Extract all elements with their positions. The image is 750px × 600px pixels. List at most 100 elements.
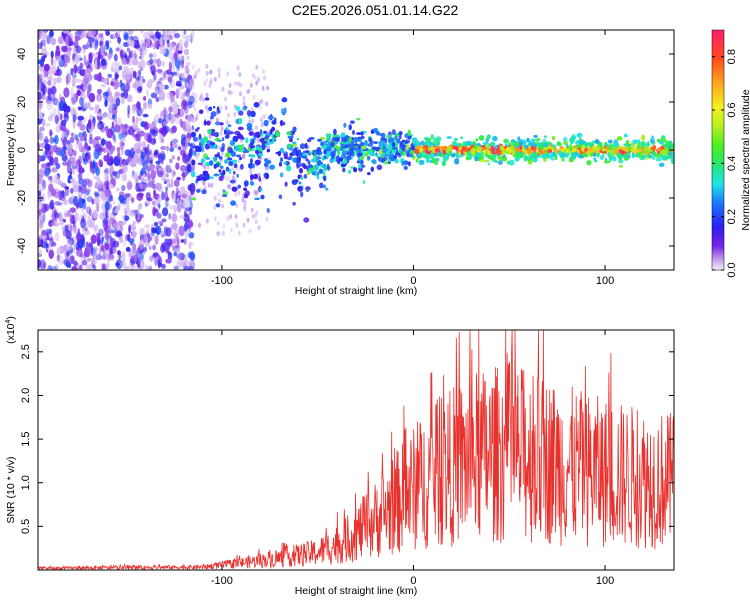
spectrogram-cell [172,170,176,176]
spectrogram-cell [125,246,131,252]
spectrogram-cell [81,30,88,38]
spectrogram-cell [661,137,666,143]
spectrogram-cell [47,192,51,200]
spectrogram-cell [165,258,172,264]
spectrogram-cell [157,170,164,178]
spectrogram-cell [651,151,657,156]
spectrogram-cell [301,155,307,159]
spectrogram-cell [119,30,126,33]
spectrogram-cell [203,164,207,170]
spectrogram-cell [399,141,404,148]
spectrogram-cell [656,138,661,143]
spectrogram-cell [238,110,244,116]
spectrogram-cell [184,34,191,42]
spectrogram-cell [80,234,85,244]
spectrogram-cell [188,147,193,158]
spectrogram-cell [67,151,73,156]
spectrogram-cell [130,158,136,168]
spectrogram-cell [161,76,166,81]
spectrogram-cell [178,252,185,261]
spectrogram-cell [164,30,172,38]
spectrogram-cell [203,81,207,87]
spectrogram-cell [101,263,106,270]
spectrogram-cell [216,109,221,114]
spectrogram-cell [100,83,107,88]
spectrogram-cell [239,82,243,88]
spectrogram-cell [123,215,130,222]
spectrogram-cell [216,231,220,237]
spectrogram-cell [253,189,257,195]
spectrogram-cell [487,154,491,159]
spectrogram-cell [188,260,196,270]
spectrogram-cell [292,126,297,133]
spectrogram-cell [97,54,104,59]
spectrogram-cell [189,80,192,87]
spectrogram-cell [167,76,173,83]
spectrogram-cell [87,119,92,130]
spectrogram-cell [286,143,293,149]
spectrogram-cell [205,157,211,160]
spectrogram-cell [147,103,153,110]
spectrogram-cell [175,162,180,170]
spectrogram-cell [251,118,255,124]
spectrogram-cell [246,89,250,95]
spectrogram-cell [146,172,151,180]
spectrogram-cell [388,158,391,163]
spectrogram-cell [327,141,331,147]
spectrogram-cell [150,92,158,99]
spectrogram-cell [624,133,628,138]
spectrogram-cell [118,132,124,140]
spectrogram-cell [292,141,297,145]
spectrogram-cell [360,131,364,136]
spectrogram-cell [111,107,118,116]
spectrogram-cell [110,61,118,72]
spectrogram-cell [181,193,187,199]
spectrogram-cell [38,59,43,65]
spectrogram-cell [260,122,264,128]
spectrogram-cell [303,174,308,179]
spectrogram-cell [73,223,77,234]
spectrogram-cell [295,179,299,183]
spectrogram-cell [558,150,562,156]
spectrogram-cell [247,126,252,131]
spectrogram-cell [125,74,131,78]
spectrogram-cell [575,140,581,145]
spectrogram-cell [385,150,391,155]
spectrogram-cell [316,150,322,154]
spectrogram-cell [300,176,304,180]
spectrogram-cell [148,265,153,270]
spectrogram-cell [145,264,149,270]
spectrogram-cell [465,156,471,161]
spectrogram-cell [364,140,368,146]
spectrogram-cell [217,145,221,151]
spectrogram-cell [236,81,240,87]
spectrogram-cell [660,145,665,150]
spectrogram-cell [88,137,93,145]
spectrogram-cell [218,169,222,173]
colorbar-tick-label: 0.6 [726,102,738,117]
spectrogram-cell [409,150,415,155]
spectrogram-cell [286,131,293,136]
spectrogram-cell [152,244,157,251]
spectrogram-cell [350,120,355,124]
spectrogram-cell [570,140,574,145]
spectrogram-cell [75,79,82,83]
spectrogram-cell [140,259,145,270]
spectrogram-cell [592,152,597,157]
spectrogram-cell [128,238,135,244]
spectrogram-cell [492,154,497,158]
spectrogram-cell [326,135,331,142]
snr-x-ticks: -100 0 100 [211,330,614,587]
spectrogram-cell [147,182,154,188]
spectrogram-cell [60,45,68,52]
spectrogram-cell [594,139,600,144]
spectrogram-cell [510,139,516,143]
spectrogram-cell [222,224,226,230]
spectrogram-cell [165,186,169,192]
snr-y-ticks: 0.5 1.0 1.5 2.0 2.5 [20,344,674,534]
spectrogram-cell [205,70,209,76]
spectrogram-cell [651,135,654,142]
spectrogram-cell [460,148,464,156]
spectrogram-cell [637,142,644,146]
spectrogram-cell [487,134,491,140]
